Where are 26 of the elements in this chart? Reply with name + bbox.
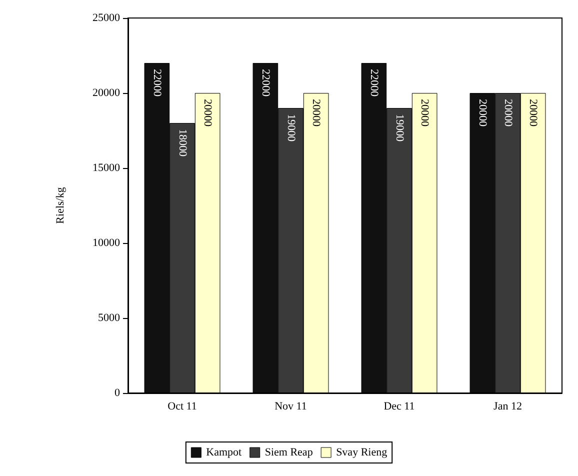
legend-label: Svay Rieng — [336, 446, 388, 458]
data-label: 20000 — [202, 99, 214, 127]
data-label: 19000 — [393, 114, 406, 142]
data-label: 22000 — [259, 69, 272, 97]
x-tick-label: Dec 11 — [384, 400, 415, 412]
data-label: 19000 — [284, 114, 297, 142]
y-tick-label: 20000 — [92, 87, 120, 99]
y-tick-label: 0 — [114, 387, 120, 399]
x-tick-label: Oct 11 — [168, 400, 197, 412]
y-tick-label: 25000 — [92, 12, 120, 24]
data-label: 22000 — [368, 69, 380, 97]
legend-label: Kampot — [206, 446, 242, 458]
x-tick-label: Nov 11 — [274, 400, 307, 412]
data-label: 20000 — [502, 99, 514, 127]
data-label: 20000 — [418, 99, 431, 127]
y-tick-label: 5000 — [98, 312, 120, 324]
data-label: 22000 — [150, 69, 163, 97]
y-axis-title: Riels/kg — [54, 186, 66, 224]
data-label: 20000 — [527, 99, 540, 127]
data-label: 18000 — [176, 129, 188, 157]
data-label: 20000 — [476, 99, 488, 127]
x-tick-label: Jan 12 — [494, 400, 522, 412]
data-label: 20000 — [310, 99, 322, 127]
y-tick-label: 10000 — [92, 237, 120, 249]
legend-label: Siem Reap — [264, 446, 314, 458]
y-tick-label: 15000 — [92, 162, 120, 174]
